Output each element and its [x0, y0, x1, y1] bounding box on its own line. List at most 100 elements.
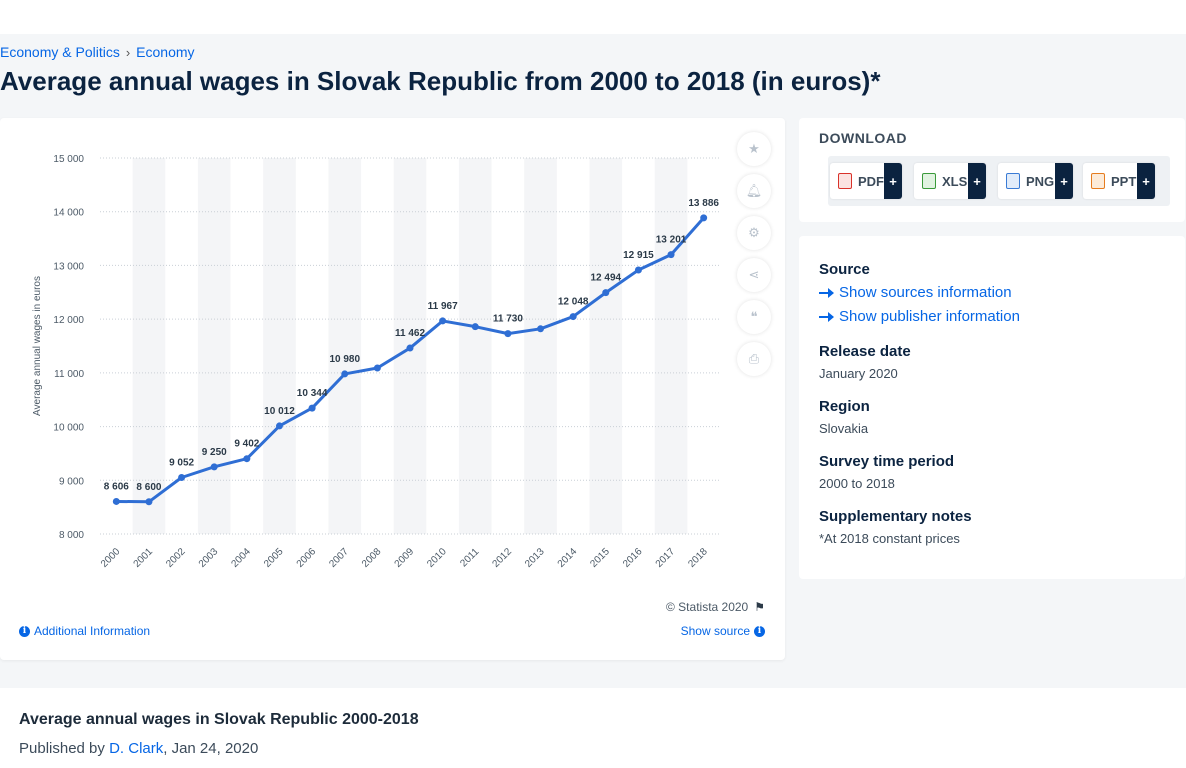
data-point	[373, 364, 381, 372]
metadata-card: Source Show sources information Show pub…	[799, 236, 1185, 579]
info-icon: i	[754, 625, 765, 637]
release-date-value: January 2020	[819, 366, 898, 381]
png-file-icon	[1006, 173, 1020, 189]
favorite-button[interactable]: ★	[737, 132, 771, 166]
star-icon: ★	[748, 141, 760, 156]
y-tick-label: 12 000	[53, 315, 84, 326]
x-tick-label: 2011	[458, 546, 481, 569]
data-point	[569, 313, 577, 321]
additional-information-label: Additional Information	[34, 624, 151, 638]
download-pdf-button[interactable]: PDF +	[830, 163, 902, 199]
data-label: 9 402	[234, 439, 259, 450]
data-point	[308, 404, 316, 412]
show-publisher-link[interactable]: Show publisher information	[819, 308, 1020, 325]
x-tick-label: 2002	[164, 546, 188, 570]
settings-button[interactable]: ⚙	[737, 216, 771, 250]
column-band	[197, 158, 231, 534]
plus-icon: +	[968, 163, 986, 199]
data-point	[471, 323, 479, 331]
data-label: 13 886	[688, 198, 719, 209]
xls-file-icon	[922, 173, 936, 189]
show-sources-label: Show sources information	[839, 284, 1012, 301]
x-tick-label: 2016	[621, 546, 645, 570]
download-pdf-label: PDF	[858, 173, 884, 189]
y-axis-label: Average annual wages in euros	[32, 276, 43, 416]
cite-button[interactable]: ❝	[737, 300, 771, 334]
column-band	[263, 158, 296, 534]
x-tick-label: 2017	[654, 546, 678, 570]
quote-icon: ❝	[750, 309, 758, 324]
data-point	[667, 251, 675, 259]
x-tick-label: 2003	[197, 546, 221, 570]
column-band	[328, 158, 362, 534]
pdf-file-icon	[838, 173, 852, 189]
x-tick-label: 2000	[99, 546, 123, 570]
chart-tools: ★ 🔔︎ ⚙ ⋖ ❝ ⎙	[737, 132, 773, 384]
x-tick-label: 2001	[132, 546, 156, 570]
print-icon: ⎙	[748, 351, 760, 366]
flag-icon[interactable]: ⚑	[754, 600, 765, 614]
download-png-button[interactable]: PNG +	[998, 163, 1073, 199]
download-xls-button[interactable]: XLS +	[914, 163, 986, 199]
download-card: DOWNLOAD PDF + XLS + PNG + PPT +	[799, 118, 1185, 222]
y-tick-label: 11 000	[54, 369, 84, 380]
data-label: 10 980	[329, 354, 360, 365]
chart-card: 8 000 9 000 10 000 11 000 12 000 13 000 14 000…	[0, 118, 785, 660]
data-label: 9 052	[169, 457, 194, 468]
supplementary-notes-heading: Supplementary notes	[819, 508, 972, 525]
x-tick-label: 2006	[295, 546, 319, 570]
share-button[interactable]: ⋖	[737, 258, 771, 292]
download-ppt-label: PPT	[1111, 173, 1137, 189]
plus-icon: +	[1137, 163, 1155, 199]
download-buttons: PDF + XLS + PNG + PPT +	[828, 156, 1170, 206]
x-tick-label: 2009	[393, 546, 417, 570]
download-ppt-button[interactable]: PPT +	[1083, 163, 1155, 199]
statistic-summary: Average annual wages in Slovak Republic …	[0, 688, 1186, 768]
x-tick-label: 2008	[360, 546, 384, 570]
additional-information-link[interactable]: i Additional Information	[19, 624, 150, 638]
data-point	[145, 498, 153, 506]
x-tick-label: 2004	[229, 546, 253, 570]
data-point	[634, 266, 642, 274]
region-heading: Region	[819, 398, 870, 415]
notification-button[interactable]: 🔔︎	[737, 174, 771, 208]
source-heading: Source	[819, 261, 870, 278]
published-date: , Jan 24, 2020	[163, 740, 259, 757]
survey-period-value: 2000 to 2018	[819, 476, 895, 491]
author-link[interactable]: D. Clark	[109, 740, 164, 757]
show-source-link[interactable]: Show source i	[681, 624, 765, 638]
column-band	[589, 158, 623, 534]
plus-icon: +	[1055, 163, 1073, 199]
region-value: Slovakia	[819, 421, 869, 436]
data-label: 12 048	[558, 297, 589, 308]
data-label: 11 730	[493, 314, 523, 325]
breadcrumb-economy-politics[interactable]: Economy & Politics	[0, 44, 120, 60]
show-publisher-label: Show publisher information	[839, 308, 1020, 325]
y-tick-label: 14 000	[53, 208, 84, 219]
top-bar	[0, 0, 1186, 34]
show-sources-link[interactable]: Show sources information	[819, 284, 1012, 301]
data-label: 10 012	[264, 406, 295, 417]
download-xls-label: XLS	[942, 173, 968, 189]
copyright-text: © Statista 2020	[666, 600, 749, 614]
data-label: 10 344	[297, 388, 328, 399]
x-tick-label: 2018	[686, 546, 710, 570]
breadcrumb-economy[interactable]: Economy	[136, 44, 195, 60]
download-png-label: PNG	[1026, 173, 1055, 189]
x-tick-label: 2014	[556, 546, 580, 570]
data-label: 9 250	[202, 447, 227, 458]
download-title: DOWNLOAD	[819, 130, 907, 146]
y-tick-label: 15 000	[53, 154, 84, 165]
data-point	[178, 473, 186, 481]
y-tick-label: 9 000	[59, 476, 84, 487]
x-tick-label: 2005	[262, 546, 286, 570]
y-tick-label: 13 000	[53, 261, 84, 272]
data-label: 11 462	[395, 328, 425, 339]
release-date-heading: Release date	[819, 343, 911, 360]
line-chart: 8 000 9 000 10 000 11 000 12 000 13 000 14 000…	[32, 154, 720, 570]
data-label: 8 606	[104, 481, 129, 492]
print-button[interactable]: ⎙	[737, 342, 771, 376]
arrow-right-icon	[819, 287, 834, 298]
share-icon: ⋖	[748, 267, 760, 282]
data-point	[112, 497, 120, 505]
